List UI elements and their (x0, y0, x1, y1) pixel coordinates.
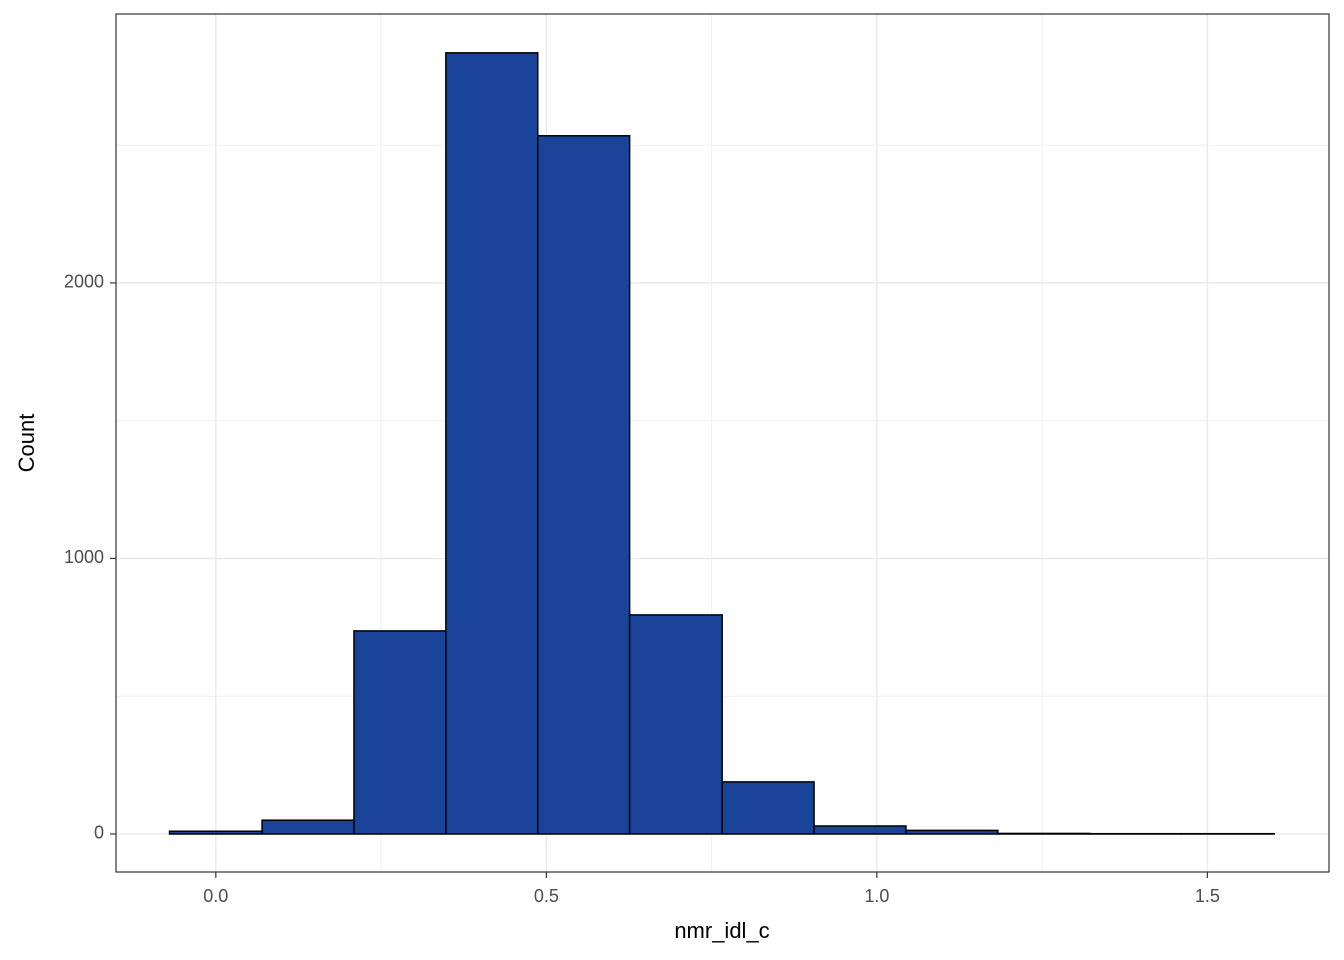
bar (445, 52, 539, 835)
x-tick-label: 1.0 (864, 886, 889, 906)
x-tick-label: 0.0 (203, 886, 228, 906)
x-tick-label: 0.5 (534, 886, 559, 906)
y-tick-label: 2000 (64, 272, 104, 292)
panel-border (115, 13, 1330, 873)
bar (721, 781, 815, 835)
bar (997, 832, 1091, 835)
y-axis-title: Count (14, 414, 39, 473)
bar (261, 819, 355, 835)
x-tick-label: 1.5 (1195, 886, 1220, 906)
bar (905, 829, 999, 835)
bar (536, 135, 631, 835)
bar (628, 614, 723, 835)
y-tick-label: 0 (94, 823, 104, 843)
y-tick-label: 1000 (64, 547, 104, 567)
bar (353, 630, 447, 835)
x-axis-title: nmr_idl_c (674, 918, 769, 943)
bar (813, 825, 907, 835)
bar (168, 830, 263, 835)
